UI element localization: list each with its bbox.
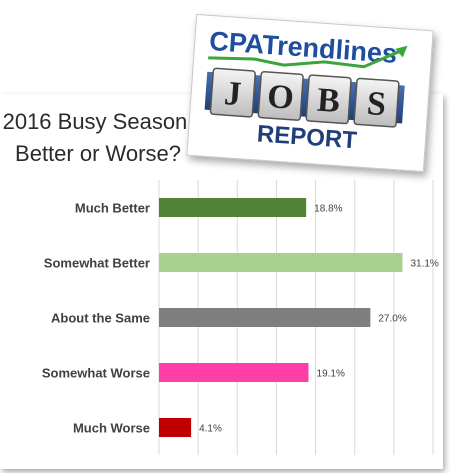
svg-text:B: B (316, 82, 341, 120)
bar (159, 198, 307, 217)
chart-title-line-1: 2016 Busy Season: (2, 109, 194, 134)
bar (159, 418, 192, 437)
data-label: 19.1% (317, 369, 345, 380)
logo-tile: O (257, 71, 304, 121)
category-label: Somewhat Better (44, 256, 150, 271)
report-text: REPORT (256, 120, 358, 154)
data-label: 31.1% (410, 259, 438, 270)
logo-tile: J (209, 67, 256, 118)
svg-text:S: S (366, 85, 387, 123)
data-label: 18.8% (314, 204, 342, 215)
trend-arrow-icon (208, 45, 408, 69)
chart-title: 2016 Busy Season: Better or Worse? (0, 106, 196, 170)
chart-title-line-2: Better or Worse? (15, 141, 181, 166)
labels: Much Better 18.8% Somewhat Better 31.1% Abou… (42, 201, 439, 436)
bar (159, 308, 371, 327)
category-label: Somewhat Worse (42, 366, 150, 381)
bars (159, 198, 403, 437)
data-label: 4.1% (199, 424, 222, 435)
bar (159, 363, 309, 382)
logo-tile: S (353, 77, 400, 128)
data-label: 27.0% (378, 314, 406, 325)
logo-tile: B (305, 74, 352, 125)
category-label: About the Same (51, 311, 150, 326)
svg-text:O: O (266, 78, 295, 117)
category-label: Much Better (75, 201, 150, 216)
bar (159, 253, 403, 272)
category-label: Much Worse (73, 421, 150, 436)
svg-text:J: J (223, 75, 243, 113)
